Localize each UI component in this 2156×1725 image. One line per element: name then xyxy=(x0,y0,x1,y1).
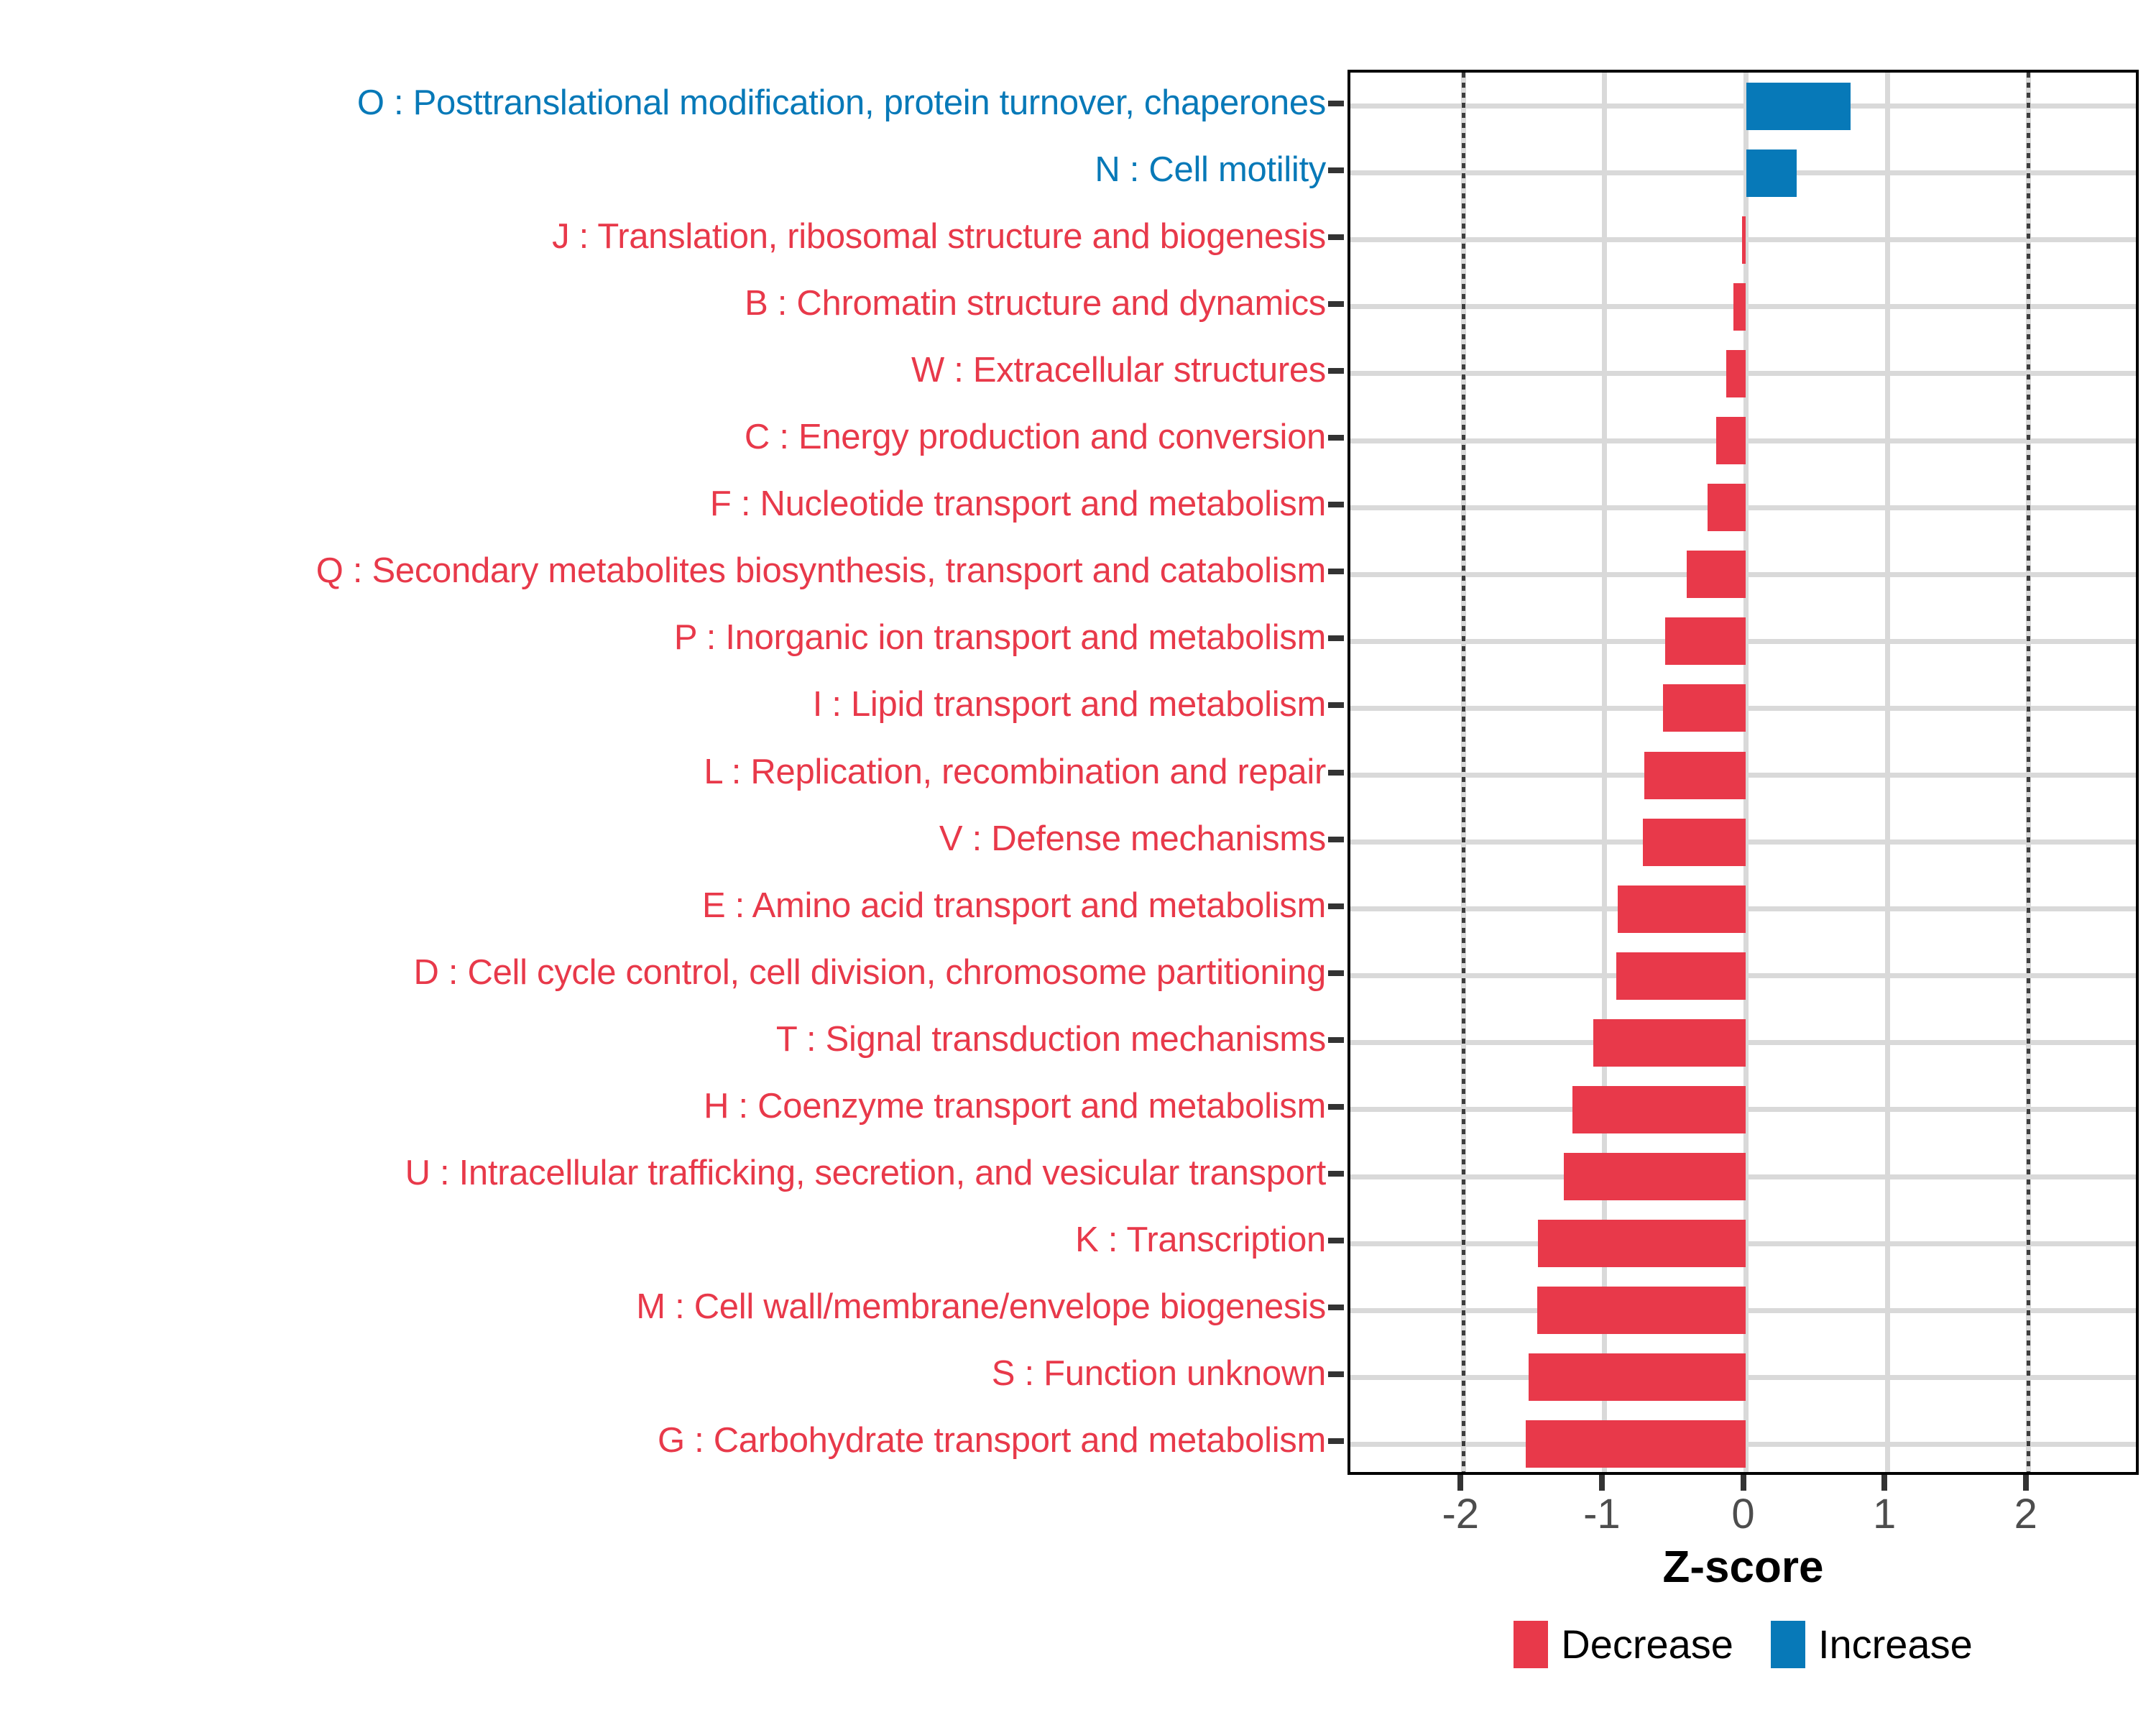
y-axis-tick xyxy=(1328,635,1344,642)
bar[interactable] xyxy=(1525,1420,1746,1468)
y-axis-tick xyxy=(1328,1036,1344,1043)
bar[interactable] xyxy=(1708,484,1746,532)
y-axis-tick xyxy=(1328,836,1344,842)
y-axis-label: S : Function unknown xyxy=(991,1354,1327,1394)
y-axis-tick xyxy=(1328,903,1344,909)
bar[interactable] xyxy=(1616,952,1746,1000)
bar[interactable] xyxy=(1538,1220,1746,1268)
y-axis-category-labels: O : Posttranslational modification, prot… xyxy=(315,83,1344,1460)
bar[interactable] xyxy=(1537,1287,1746,1335)
bar[interactable] xyxy=(1642,818,1746,866)
y-axis-label: J : Translation, ribosomal structure and… xyxy=(552,216,1326,256)
x-axis-tick xyxy=(2022,1475,2029,1491)
gridline-horizontal xyxy=(1350,104,2136,109)
y-axis-label: C : Energy production and conversion xyxy=(744,418,1326,457)
y-axis-label: M : Cell wall/membrane/envelope biogenes… xyxy=(636,1287,1326,1327)
y-axis-tick xyxy=(1328,100,1344,106)
y-axis-tick xyxy=(1328,1238,1344,1244)
y-axis-label: B : Chromatin structure and dynamics xyxy=(745,283,1326,323)
y-axis-tick xyxy=(1328,769,1344,776)
x-axis-tick-label: -1 xyxy=(1583,1491,1621,1537)
y-axis-label: N : Cell motility xyxy=(1095,150,1326,189)
y-axis-tick xyxy=(1328,970,1344,976)
y-axis-label: G : Carbohydrate transport and metabolis… xyxy=(657,1421,1326,1460)
y-axis-tick xyxy=(1328,300,1344,307)
y-axis-tick xyxy=(1328,435,1344,441)
bar[interactable] xyxy=(1746,82,1851,130)
legend-label: Increase xyxy=(1818,1622,1973,1667)
bar[interactable] xyxy=(1733,282,1746,331)
bar[interactable] xyxy=(1563,1153,1746,1201)
x-axis-tick-label: 1 xyxy=(1872,1491,1897,1537)
bar[interactable] xyxy=(1726,349,1746,397)
bar[interactable] xyxy=(1686,551,1746,599)
y-axis-label: Q : Secondary metabolites biosynthesis, … xyxy=(315,551,1327,591)
y-axis-label: V : Defense mechanisms xyxy=(939,819,1326,858)
y-axis-label: W : Extracellular structures xyxy=(911,350,1326,390)
bar[interactable] xyxy=(1617,885,1746,933)
bar[interactable] xyxy=(1593,1018,1746,1067)
bar[interactable] xyxy=(1572,1085,1746,1133)
x-axis-tick-label: 0 xyxy=(1731,1491,1755,1537)
reference-line xyxy=(1461,73,1465,1472)
y-axis-tick xyxy=(1328,702,1344,709)
x-axis-title: Z-score xyxy=(1662,1542,1824,1592)
y-axis-label: O : Posttranslational modification, prot… xyxy=(356,83,1326,122)
bar[interactable] xyxy=(1644,751,1746,799)
legend: Decrease Increase xyxy=(1348,1621,2139,1668)
bar[interactable] xyxy=(1528,1353,1746,1402)
gridline-horizontal xyxy=(1350,170,2136,176)
x-axis-tick xyxy=(1881,1475,1888,1491)
bar[interactable] xyxy=(1716,417,1746,465)
y-axis-tick xyxy=(1328,569,1344,575)
y-axis-label: H : Coenzyme transport and metabolism xyxy=(704,1086,1326,1126)
x-axis-tick-label: 2 xyxy=(2014,1491,2037,1537)
y-axis-label: T : Signal transduction mechanisms xyxy=(775,1019,1326,1059)
plot-panel xyxy=(1348,70,2139,1475)
bar[interactable] xyxy=(1662,684,1746,732)
y-axis-label: D : Cell cycle control, cell division, c… xyxy=(413,952,1326,992)
x-axis-tick xyxy=(1598,1475,1605,1491)
y-axis-tick xyxy=(1328,1171,1344,1177)
y-axis-label: I : Lipid transport and metabolism xyxy=(812,685,1327,724)
x-axis-tick-label: -2 xyxy=(1442,1491,1480,1537)
y-axis-tick xyxy=(1328,367,1344,374)
legend-swatch xyxy=(1770,1621,1805,1668)
legend-entry[interactable]: Decrease xyxy=(1514,1621,1733,1668)
x-axis-tick xyxy=(1740,1475,1746,1491)
y-axis-label: L : Replication, recombination and repai… xyxy=(704,752,1326,791)
y-axis-tick xyxy=(1328,167,1344,173)
y-axis-tick xyxy=(1328,502,1344,508)
y-axis-label: U : Intracellular trafficking, secretion… xyxy=(405,1154,1327,1193)
y-axis-label: F : Nucleotide transport and metabolism xyxy=(709,484,1326,524)
y-axis-tick xyxy=(1328,1371,1344,1378)
legend-label: Decrease xyxy=(1561,1622,1733,1667)
bar[interactable] xyxy=(1741,216,1746,264)
gridline-vertical xyxy=(1602,73,1608,1472)
legend-swatch xyxy=(1514,1621,1549,1668)
y-axis-label: P : Inorganic ion transport and metaboli… xyxy=(673,618,1326,658)
y-axis-tick xyxy=(1328,234,1344,240)
y-axis-label: K : Transcription xyxy=(1075,1220,1326,1260)
bar[interactable] xyxy=(1665,617,1746,666)
bar[interactable] xyxy=(1746,149,1797,197)
gridline-vertical xyxy=(1743,73,1749,1472)
x-axis-tick xyxy=(1457,1475,1464,1491)
reference-line xyxy=(2027,73,2031,1472)
y-axis-label: E : Amino acid transport and metabolism xyxy=(701,886,1326,925)
gridline-vertical xyxy=(1884,73,1890,1472)
legend-entry[interactable]: Increase xyxy=(1770,1621,1973,1668)
y-axis-tick xyxy=(1328,1305,1344,1311)
y-axis-tick xyxy=(1328,1438,1344,1445)
y-axis-tick xyxy=(1328,1103,1344,1110)
